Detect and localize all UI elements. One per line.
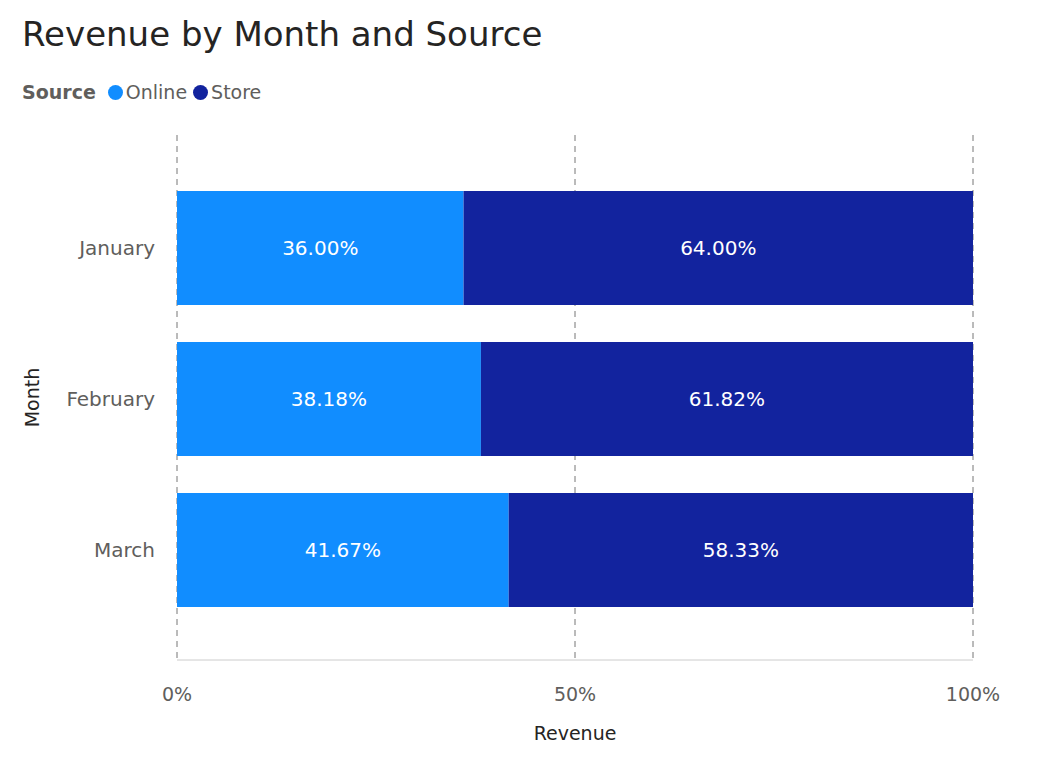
svg-text:36.00%: 36.00% [282, 236, 358, 260]
svg-text:Month: Month [21, 368, 43, 428]
html-text:Store: Store [211, 81, 262, 103]
html-text:Source: Source [22, 81, 96, 103]
html-text:Revenue by Month and Source: Revenue by Month and Source [22, 14, 543, 54]
svg-text:February: February [66, 387, 155, 411]
html-text:Online: Online [125, 81, 188, 103]
svg-text:64.00%: 64.00% [680, 236, 756, 260]
svg-text:0%: 0% [162, 683, 192, 705]
svg-text:61.82%: 61.82% [689, 387, 765, 411]
svg-text:38.18%: 38.18% [291, 387, 367, 411]
svg-text:41.67%: 41.67% [305, 538, 381, 562]
svg-text:50%: 50% [554, 683, 596, 705]
svg-text:March: March [94, 538, 155, 562]
svg-text:Revenue: Revenue [534, 722, 617, 744]
svg-text:100%: 100% [946, 683, 1000, 705]
svg-text:January: January [77, 236, 155, 260]
svg-text:58.33%: 58.33% [703, 538, 779, 562]
